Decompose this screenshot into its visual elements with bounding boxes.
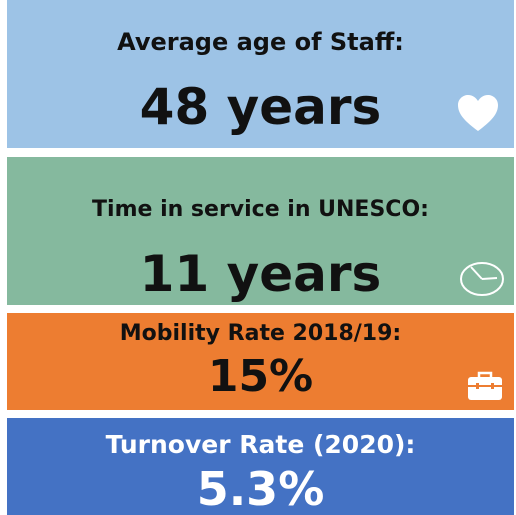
tile-label: Mobility Rate 2018/19: [119, 321, 402, 346]
briefcase-icon [468, 371, 502, 400]
tile-label: Turnover Rate (2020): [105, 430, 416, 459]
tile-label: Average age of Staff: [117, 28, 404, 56]
heart-icon [458, 95, 498, 131]
tile: Mobility Rate 2018/19: 15% [7, 313, 514, 410]
tile: Turnover Rate (2020): 5.3% [7, 418, 514, 515]
tile-label: Time in service in UNESCO: [92, 197, 429, 222]
tile-value: 5.3% [196, 462, 325, 515]
tile: Time in service in UNESCO: 11 years [7, 157, 514, 305]
tile-value: 11 years [139, 245, 382, 303]
clock-icon [460, 262, 504, 296]
tile-value: 48 years [139, 78, 382, 136]
tile-value: 15% [207, 351, 314, 402]
tile: Average age of Staff: 48 years [7, 0, 514, 148]
